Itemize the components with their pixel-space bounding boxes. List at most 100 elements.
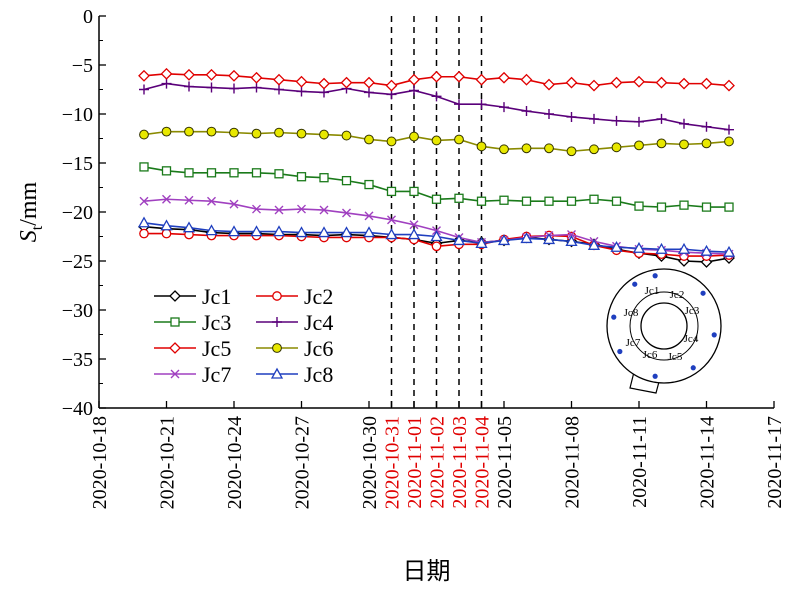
point-Jc7-2020-10-21 [162, 194, 171, 204]
point-Jc6-2020-10-28 [319, 129, 329, 140]
point-Jc4-2020-11-05 [499, 102, 509, 113]
point-Jc5-2020-11-14 [700, 77, 713, 90]
point-Jc4-2020-10-30 [364, 87, 374, 98]
series-Jc5 [138, 67, 735, 92]
point-Jc6-2020-10-27 [296, 128, 307, 139]
point-Jc6-2020-10-22 [184, 126, 194, 137]
point-Jc3-2020-10-26 [274, 169, 284, 179]
legend-label-Jc2: Jc2 [304, 284, 333, 309]
point-Jc4-2020-10-23 [206, 82, 217, 93]
point-Jc5-2020-11-02 [430, 70, 443, 83]
point-Jc5-2020-10-30 [363, 76, 375, 89]
point-Jc4-2020-11-15 [724, 124, 734, 135]
point-Jc4-2020-10-26 [274, 84, 284, 95]
x-tick-label-6: 2020-11-01 [404, 416, 426, 509]
point-Jc8-2020-10-30 [362, 226, 376, 238]
point-Jc7-2020-10-26 [274, 205, 284, 215]
point-Jc6-2020-11-01 [409, 131, 419, 142]
point-Jc4-2020-11-08 [566, 111, 577, 122]
point-Jc8-2020-10-31 [385, 228, 398, 240]
y-axis-title-unit: /mm [16, 181, 42, 225]
point-Jc8-2020-10-20 [137, 216, 151, 228]
point-Jc4-2020-11-06 [521, 106, 532, 117]
x-tick-label-1: 2020-10-21 [157, 416, 179, 509]
point-Jc4-2020-11-01 [409, 85, 419, 96]
point-Jc8-2020-11-07 [542, 233, 556, 245]
point-Jc8-2020-11-13 [677, 242, 691, 254]
x-tick-label-12: 2020-11-11 [629, 416, 651, 508]
legend-item-Jc3: Jc3 [154, 310, 231, 335]
point-Jc5-2020-10-29 [340, 76, 353, 89]
point-Jc4-2020-10-21 [161, 78, 172, 89]
point-Jc8-2020-10-28 [317, 226, 331, 238]
legend-item-Jc2: Jc2 [256, 284, 333, 309]
legend-item-Jc6: Jc6 [256, 336, 333, 361]
point-Jc8-2020-11-12 [655, 242, 668, 254]
point-Jc5-2020-11-15 [723, 79, 735, 92]
x-tick-label-14: 2020-11-17 [764, 416, 786, 509]
point-Jc4-2020-11-02 [431, 91, 442, 102]
legend-label-Jc5: Jc5 [202, 336, 231, 361]
x-tick-label-3: 2020-10-27 [292, 416, 314, 509]
point-Jc6-2020-10-29 [341, 130, 352, 141]
point-Jc6-2020-11-04 [476, 141, 487, 152]
point-Jc8-2020-10-24 [227, 225, 241, 237]
point-Jc2-2020-11-02 [431, 241, 442, 252]
legend-marker-Jc7 [170, 369, 180, 379]
point-Jc8-2020-11-06 [520, 232, 533, 244]
inset-sensor-dot-8 [632, 281, 638, 287]
point-Jc4-2020-11-10 [611, 115, 622, 126]
legend-marker-Jc3 [170, 317, 180, 327]
series-Jc8 [137, 216, 736, 257]
point-Jc6-2020-11-10 [611, 142, 622, 153]
legend-item-Jc1: Jc1 [154, 284, 231, 309]
point-Jc4-2020-11-11 [634, 116, 644, 127]
x-tick-label-9: 2020-11-04 [472, 416, 494, 509]
inset-label-Jc4: Jc4 [684, 333, 699, 345]
legend-marker-Jc8 [270, 367, 284, 379]
x-tick-label-10: 2020-11-05 [494, 416, 516, 509]
point-Jc3-2020-11-09 [589, 194, 599, 204]
point-Jc6-2020-11-11 [634, 140, 644, 151]
point-Jc7-2020-11-01 [409, 220, 419, 230]
legend-label-Jc4: Jc4 [304, 310, 333, 335]
point-Jc3-2020-11-05 [499, 195, 509, 205]
point-Jc7-2020-10-29 [342, 208, 351, 218]
point-Jc3-2020-10-23 [206, 168, 217, 178]
inset-sensor-dot-4 [690, 365, 696, 371]
point-Jc3-2020-11-13 [679, 200, 689, 210]
inset-sensor-dot-6 [617, 348, 623, 355]
point-Jc7-2020-10-25 [252, 204, 261, 214]
point-Jc8-2020-10-25 [250, 225, 263, 237]
point-Jc3-2020-11-07 [544, 196, 554, 206]
point-Jc7-2020-10-28 [319, 205, 329, 215]
point-Jc7-2020-10-22 [184, 195, 194, 205]
point-Jc4-2020-11-13 [679, 118, 689, 129]
inset-middle-ring [629, 291, 699, 361]
point-Jc5-2020-11-05 [498, 71, 510, 84]
point-Jc3-2020-11-14 [701, 202, 712, 212]
y-tick-label-6: −30 [62, 300, 93, 322]
point-Jc3-2020-11-12 [656, 202, 667, 212]
point-Jc7-2020-10-27 [297, 204, 306, 214]
point-Jc6-2020-11-02 [431, 135, 442, 146]
point-Jc3-2020-10-27 [296, 172, 307, 182]
x-tick-label-7: 2020-11-02 [427, 416, 449, 509]
point-Jc3-2020-10-30 [364, 179, 374, 190]
x-tick-label-11: 2020-11-08 [562, 416, 584, 509]
point-Jc8-2020-10-29 [340, 226, 353, 238]
point-Jc2-2020-10-20 [139, 228, 149, 239]
point-Jc3-2020-11-15 [724, 202, 734, 212]
legend-marker-Jc2 [272, 291, 282, 301]
point-Jc3-2020-10-29 [341, 175, 352, 186]
point-Jc5-2020-10-24 [228, 69, 240, 82]
point-Jc7-2020-10-23 [207, 196, 216, 206]
point-Jc3-2020-10-31 [386, 186, 397, 197]
y-tick-label-5: −25 [62, 251, 93, 273]
point-Jc5-2020-11-12 [655, 76, 668, 89]
legend-item-Jc5: Jc5 [154, 336, 231, 361]
legend-item-Jc7: Jc7 [154, 362, 231, 387]
x-tick-label-2: 2020-10-24 [224, 416, 246, 509]
